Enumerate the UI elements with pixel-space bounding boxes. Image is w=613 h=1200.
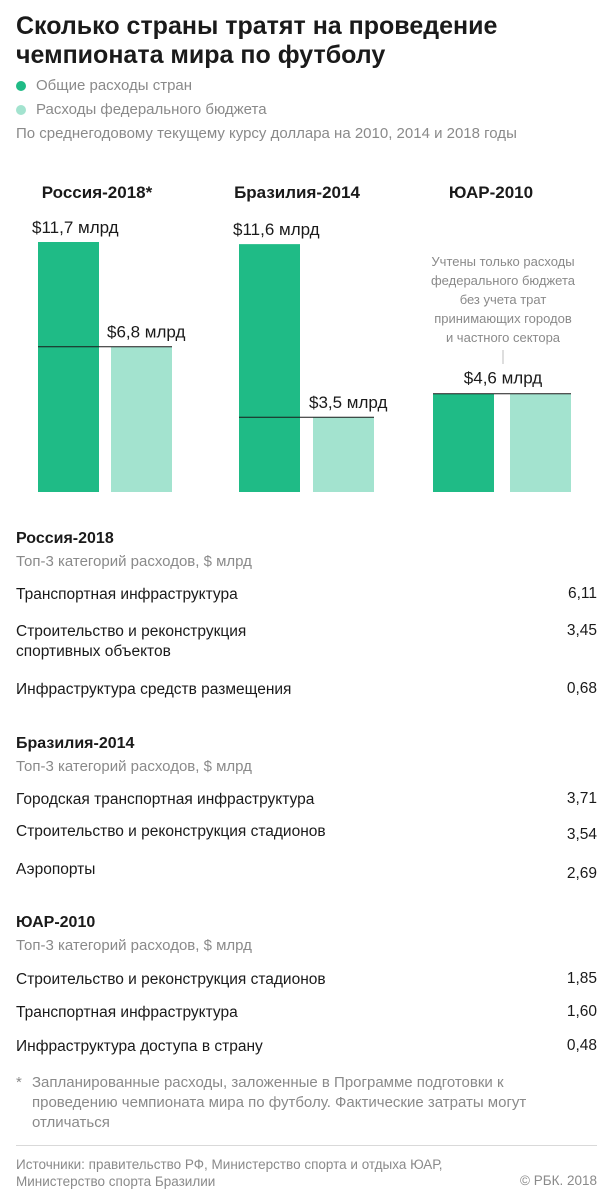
breakdown-title-south-africa: ЮАР-2010 [16,914,96,931]
breakdown-row-label: Инфраструктура средств размещения [16,681,292,698]
breakdown-row-label: Строительство и реконструкция стадионов [16,823,326,840]
breakdown-row-label: Транспортная инфраструктура [16,1004,238,1021]
bar-federal [313,417,374,492]
legend-swatch-total [16,80,26,91]
breakdown-row-value: 0,68 [566,680,597,697]
bar-total [38,242,99,492]
breakdown-row-label: Инфраструктура доступа в страну [16,1038,263,1055]
copyright: © РБК. 2018 [520,1173,597,1188]
breakdown-row-value: 2,69 [566,865,597,882]
category-label: Бразилия-2014 [234,183,360,202]
breakdown-title-russia: Россия-2018 [16,530,114,547]
category-label: Россия-2018* [42,183,153,202]
footnote-mark: * [16,1074,22,1091]
bar-chart: Россия-2018* $11,7 млрд $6,8 млрд Бразилия-… [32,183,576,492]
breakdown-row-label: Аэропорты [16,861,96,878]
breakdown-row-value: 0,48 [566,1037,597,1054]
breakdown-row-label: Транспортная инфраструктура [16,586,238,603]
footnote: * Запланированные расходы, заложенные в … [16,1073,576,1133]
legend-label-total: Общие расходы стран [36,77,193,94]
bar-federal [510,393,571,492]
divider [16,1145,597,1146]
breakdown-subtitle-brazil: Топ-3 категорий расходов, $ млрд [16,758,252,775]
legend-swatch-federal [16,104,26,115]
bar-total [433,393,494,492]
breakdown-row-value: 3,54 [566,826,597,843]
legend-item-total: Общие расходы стран [16,77,192,94]
footnote-text: Запланированные расходы, заложенные в Пр… [32,1074,527,1131]
breakdown-subtitle-south-africa: Топ-3 категорий расходов, $ млрд [16,937,252,954]
breakdown-row-label: Строительство и реконструкция стадионов [16,971,326,988]
data-label-total: $11,7 млрд [32,218,119,237]
breakdown-subtitle-russia: Топ-3 категорий расходов, $ млрд [16,553,252,570]
sources: Источники: правительство РФ, Министерств… [16,1157,443,1189]
data-label-total: $11,6 млрд [233,220,320,239]
category-label: ЮАР-2010 [449,183,533,202]
chart-subtitle: По среднегодовому текущему курсу доллара… [16,125,517,142]
breakdown-title-brazil: Бразилия-2014 [16,735,135,752]
chart-title: Сколько страны тратят на проведение чемп… [16,12,498,69]
breakdown-row-label: Городская транспортная инфраструктура [16,791,315,808]
data-label-federal: $3,5 млрд [309,393,387,412]
bar-federal [111,346,172,492]
data-label-federal: $6,8 млрд [107,323,185,342]
bar-total [239,244,300,492]
breakdown-row-value: 6,11 [567,585,597,602]
data-label-total: $4,6 млрд [464,369,542,388]
breakdown-row-value: 1,60 [566,1003,597,1020]
breakdown-row-value: 3,71 [566,790,597,807]
breakdown-row-value: 1,85 [566,970,597,987]
legend-label-federal: Расходы федерального бюджета [36,101,267,118]
chart-annotation: Учтены только расходы федерального бюджет… [431,254,576,345]
legend-item-federal: Расходы федерального бюджета [16,101,267,118]
breakdown-row-value: 3,45 [566,622,597,639]
breakdown-row-label: Строительство и реконструкция спортивных… [16,623,247,660]
